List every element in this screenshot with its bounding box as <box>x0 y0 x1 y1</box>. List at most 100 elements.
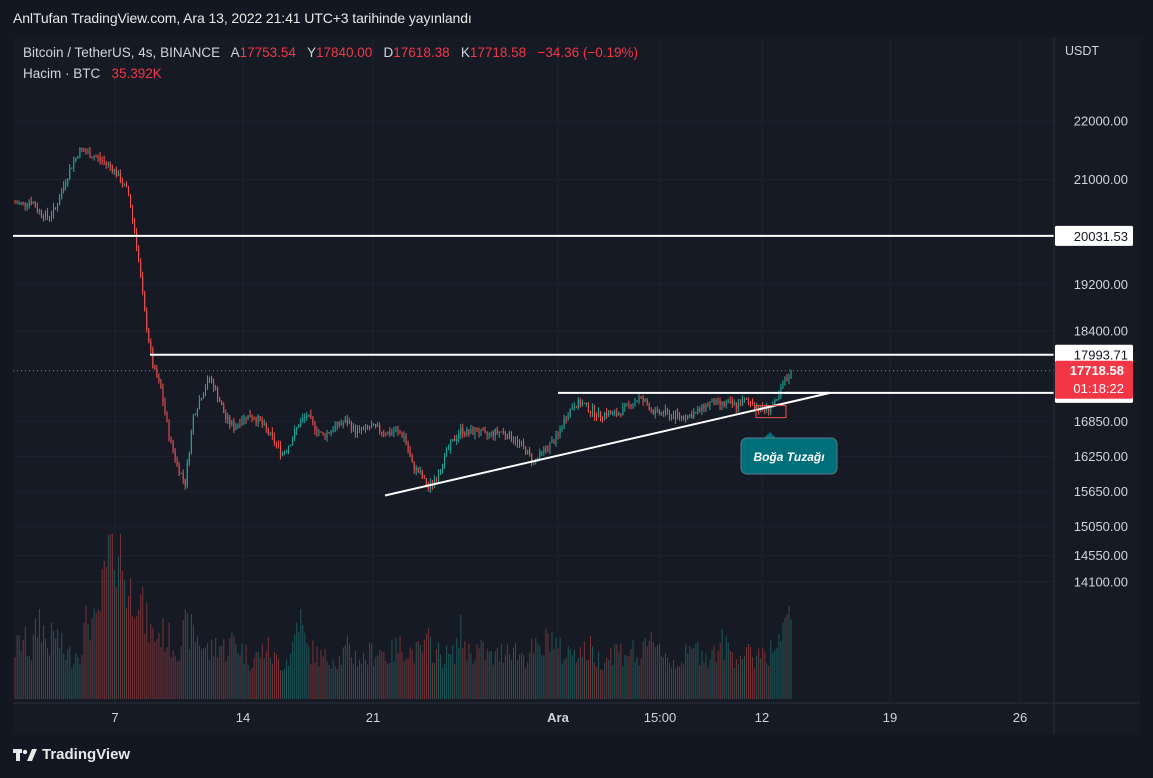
level-price-label: 17993.71 <box>1074 348 1128 363</box>
candle-body <box>310 414 312 418</box>
candle-body <box>32 202 34 204</box>
price-tick-label: 21000.00 <box>1074 172 1128 187</box>
candle-body <box>527 450 529 455</box>
candle-body <box>166 413 168 422</box>
volume-bar <box>608 659 610 699</box>
volume-bar <box>85 605 87 699</box>
candle-body <box>346 419 348 424</box>
candle-body <box>16 202 18 204</box>
candle-body <box>780 388 782 396</box>
volume-bar <box>322 656 324 699</box>
volume-bar <box>523 654 525 699</box>
candle-body <box>693 412 695 419</box>
volume-bar <box>717 650 719 699</box>
volume-bar <box>292 642 294 699</box>
volume-bar <box>26 656 28 699</box>
volume-bar <box>537 643 539 699</box>
volume-bar <box>314 662 316 699</box>
candle-body <box>419 470 421 473</box>
volume-bar <box>367 664 369 699</box>
tradingview-footer[interactable]: TradingView <box>13 746 130 763</box>
volume-bar <box>462 648 464 699</box>
candle-body <box>440 470 442 475</box>
horizontal-levels <box>13 234 1054 394</box>
volume-bar <box>658 643 660 699</box>
candle-body <box>476 428 478 432</box>
volume-bar <box>679 666 681 699</box>
volume-bar <box>136 616 138 699</box>
volume-bar <box>359 659 361 699</box>
candle-body <box>622 406 624 416</box>
volume-bar <box>334 666 336 699</box>
volume-bar <box>448 653 450 699</box>
candle-body <box>196 409 198 415</box>
volume-bar <box>134 618 136 699</box>
candle-body <box>405 435 407 444</box>
volume-bar <box>415 642 417 699</box>
candle-body <box>587 403 589 412</box>
volume-bar <box>318 666 320 699</box>
volume-bar <box>241 642 243 699</box>
candle-body <box>715 399 717 405</box>
volume-bar <box>192 624 194 699</box>
volume-bar <box>515 642 517 699</box>
candle-body <box>662 412 664 414</box>
candle-body <box>186 463 188 486</box>
volume-bar <box>529 652 531 699</box>
candle-body <box>695 412 697 414</box>
volume-bar <box>470 652 472 699</box>
volume-bar <box>648 640 650 699</box>
volume-bar <box>504 654 506 699</box>
volume-bar <box>361 663 363 699</box>
volume-bar <box>397 653 399 699</box>
candle-body <box>683 416 685 419</box>
candle-body <box>111 166 113 172</box>
change-value: −34.36 (−0.19%) <box>537 45 639 60</box>
candle-body <box>697 408 699 413</box>
candle-body <box>399 431 401 434</box>
candle-body <box>203 393 205 399</box>
candle-body <box>95 156 97 158</box>
price-tick-label: 18400.00 <box>1074 324 1128 339</box>
candle-body <box>241 420 243 425</box>
candle-body <box>531 454 533 463</box>
volume-bar <box>440 654 442 699</box>
candle-body <box>377 425 379 427</box>
chart-panel[interactable] <box>13 37 1140 734</box>
volume-bar <box>156 638 158 699</box>
candle-body <box>130 194 132 208</box>
candle-body <box>223 405 225 414</box>
volume-bar <box>521 652 523 699</box>
volume-bar <box>766 663 768 699</box>
candle-body <box>500 431 502 433</box>
candle-body <box>624 404 626 407</box>
volume-bar <box>780 641 782 699</box>
volume-bar <box>632 640 634 699</box>
candle-body <box>652 410 654 415</box>
candle-body <box>322 431 324 435</box>
volume-bar <box>675 668 677 699</box>
volume-bar <box>326 661 328 699</box>
candle-body <box>298 426 300 428</box>
candle-body <box>363 428 365 430</box>
volume-bar <box>444 663 446 699</box>
volume-bar <box>519 654 521 699</box>
volume-bar <box>553 649 555 699</box>
candle-body <box>361 427 363 430</box>
volume-bar <box>569 648 571 699</box>
symbol-name[interactable]: Bitcoin / TetherUS, 4s, BINANCE <box>23 45 221 60</box>
candle-body <box>602 417 604 419</box>
candle-body <box>539 451 541 459</box>
candle-body <box>326 432 328 438</box>
candle-body <box>721 402 723 406</box>
candle-body <box>144 292 146 312</box>
volume-bar <box>138 609 140 699</box>
volume-bar <box>644 638 646 699</box>
candle-body <box>205 387 207 394</box>
candle-body <box>61 190 63 199</box>
candle-body <box>391 432 393 435</box>
candle-body <box>271 432 273 437</box>
volume-bar <box>478 648 480 699</box>
volume-label[interactable]: Hacim · BTC <box>23 66 101 81</box>
